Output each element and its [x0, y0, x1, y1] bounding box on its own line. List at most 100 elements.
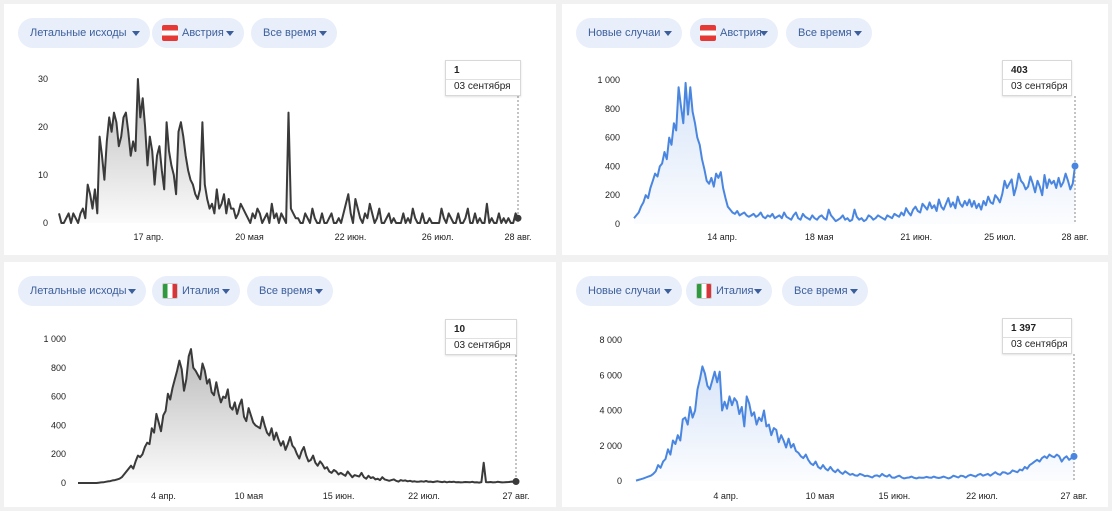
caret-down-icon: [226, 31, 234, 36]
chart-panel-austria-cases: Новые случаи Австрия Все время 0 200 400 600 80…: [562, 4, 1108, 255]
caret-down-icon: [315, 289, 323, 294]
tooltip-divider: [1003, 79, 1071, 80]
chart-panel-austria-deaths: Летальные исходы Австрия Все время 0 10 20 30 1…: [4, 4, 556, 255]
chart-italy-deaths: 0 200 400 600 800 1 000 4 апр. 10 мая 15 июн. 22 …: [43, 334, 530, 501]
y-tick-label: 0: [43, 218, 48, 228]
y-tick-label: 600: [51, 392, 66, 402]
tooltip-value: 1: [454, 65, 460, 76]
x-tick-label: 17 апр.: [134, 232, 164, 242]
hover-tooltip: 403 03 сентября: [1002, 60, 1072, 96]
series-area: [636, 366, 1074, 481]
x-tick-label: 27 авг.: [1061, 491, 1088, 501]
tooltip-date: 03 сентября: [454, 340, 511, 351]
chip-label: Новые случаи: [588, 285, 661, 297]
y-tick-label: 4 000: [599, 406, 622, 416]
country-dropdown[interactable]: Италия: [686, 276, 772, 306]
country-dropdown[interactable]: Австрия: [690, 18, 778, 48]
y-tick-label: 8 000: [599, 335, 622, 345]
austria-flag-icon: [162, 25, 178, 41]
caret-down-icon: [854, 31, 862, 36]
x-tick-label: 22 июн.: [335, 232, 367, 242]
chart-austria-cases: 0 200 400 600 800 1 000 14 апр. 18 мая 21 июн. 25…: [597, 75, 1089, 242]
x-tick-label: 10 мая: [806, 491, 835, 501]
x-tick-label: 25 июл.: [984, 232, 1016, 242]
y-tick-label: 0: [615, 219, 620, 229]
metric-dropdown[interactable]: Летальные исходы: [18, 18, 150, 48]
y-tick-label: 20: [38, 122, 48, 132]
caret-down-icon: [222, 289, 230, 294]
tooltip-date: 03 сентября: [454, 81, 511, 92]
chart-panel-italy-cases: Новые случаи Италия Все время 0 2 000 4 000 6 …: [562, 262, 1108, 507]
caret-down-icon: [128, 289, 136, 294]
caret-down-icon: [319, 31, 327, 36]
chip-label: Летальные исходы: [30, 27, 127, 39]
series-line: [633, 81, 1076, 223]
chip-label: Италия: [182, 285, 220, 297]
tooltip-value: 1 397: [1011, 323, 1037, 334]
period-dropdown[interactable]: Все время: [251, 18, 337, 48]
last-point-marker: [512, 478, 520, 486]
x-tick-label: 26 июл.: [422, 232, 454, 242]
tooltip-divider: [446, 338, 516, 339]
hover-tooltip: 1 03 сентября: [445, 60, 521, 96]
chip-label: Все время: [259, 285, 313, 297]
period-dropdown[interactable]: Все время: [786, 18, 872, 48]
x-tick-label: 28 авг.: [505, 232, 532, 242]
x-tick-label: 15 июн.: [879, 491, 911, 501]
series-line: [635, 365, 1075, 482]
tooltip-value: 403: [1011, 65, 1028, 76]
chip-label: Новые случаи: [588, 27, 661, 39]
chip-label: Все время: [794, 285, 848, 297]
chip-label: Летальные исходы: [30, 285, 127, 297]
chip-label: Все время: [263, 27, 317, 39]
metric-dropdown[interactable]: Новые случаи: [576, 18, 682, 48]
x-tick-label: 18 мая: [805, 232, 834, 242]
tooltip-date: 03 сентября: [1011, 339, 1068, 350]
y-tick-label: 1 000: [43, 334, 66, 344]
y-tick-label: 800: [605, 104, 620, 114]
country-dropdown[interactable]: Австрия: [152, 18, 244, 48]
series-line: [78, 348, 517, 484]
austria-flag-icon: [700, 25, 716, 41]
x-tick-label: 4 апр.: [151, 491, 176, 501]
chip-label: Австрия: [720, 27, 762, 39]
x-tick-label: 21 июн.: [900, 232, 932, 242]
x-tick-label: 22 июл.: [408, 491, 440, 501]
italy-flag-icon: [696, 283, 712, 299]
x-tick-label: 20 мая: [235, 232, 264, 242]
tooltip-divider: [1003, 337, 1071, 338]
last-point-marker: [514, 214, 522, 222]
hover-tooltip: 10 03 сентября: [445, 319, 517, 355]
y-tick-label: 0: [617, 476, 622, 486]
y-tick-label: 400: [51, 420, 66, 430]
tooltip-date: 03 сентября: [1011, 81, 1068, 92]
metric-dropdown[interactable]: Летальные исходы: [18, 276, 146, 306]
caret-down-icon: [760, 31, 768, 36]
x-tick-label: 15 июн.: [323, 491, 355, 501]
y-tick-label: 800: [51, 363, 66, 373]
y-tick-label: 600: [605, 133, 620, 143]
caret-down-icon: [850, 289, 858, 294]
y-tick-label: 400: [605, 161, 620, 171]
chip-label: Все время: [798, 27, 852, 39]
metric-dropdown[interactable]: Новые случаи: [576, 276, 682, 306]
period-dropdown[interactable]: Все время: [782, 276, 868, 306]
x-tick-label: 28 авг.: [1062, 232, 1089, 242]
chip-label: Австрия: [182, 27, 224, 39]
y-tick-label: 200: [51, 449, 66, 459]
hover-tooltip: 1 397 03 сентября: [1002, 318, 1072, 354]
y-tick-label: 200: [605, 190, 620, 200]
period-dropdown[interactable]: Все время: [247, 276, 333, 306]
country-dropdown[interactable]: Италия: [152, 276, 240, 306]
caret-down-icon: [132, 31, 140, 36]
caret-down-icon: [664, 31, 672, 36]
x-tick-label: 27 авг.: [503, 491, 530, 501]
caret-down-icon: [754, 289, 762, 294]
last-point-marker: [1070, 452, 1078, 460]
chip-label: Италия: [716, 285, 754, 297]
y-tick-label: 0: [61, 478, 66, 488]
caret-down-icon: [664, 289, 672, 294]
series-area: [78, 349, 516, 483]
y-tick-label: 10: [38, 170, 48, 180]
y-tick-label: 1 000: [597, 75, 620, 85]
